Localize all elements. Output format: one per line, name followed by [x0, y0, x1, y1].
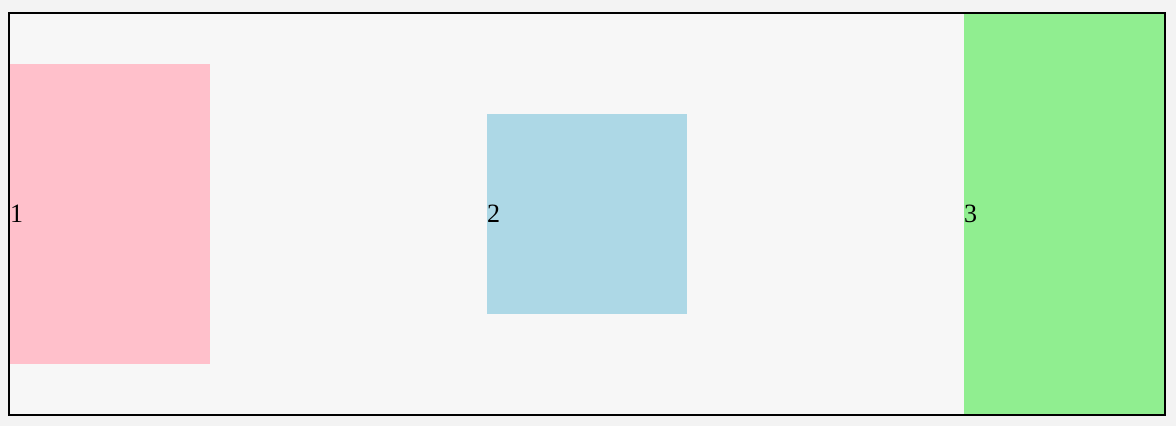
flex-container: 1 2 3 [8, 12, 1166, 416]
flex-item-label: 1 [10, 199, 23, 228]
flex-item-1: 1 [10, 64, 210, 364]
flex-item-label: 3 [964, 199, 977, 228]
flex-item-2: 2 [487, 114, 687, 314]
flex-item-label: 2 [487, 199, 500, 228]
flex-item-3: 3 [964, 14, 1164, 414]
